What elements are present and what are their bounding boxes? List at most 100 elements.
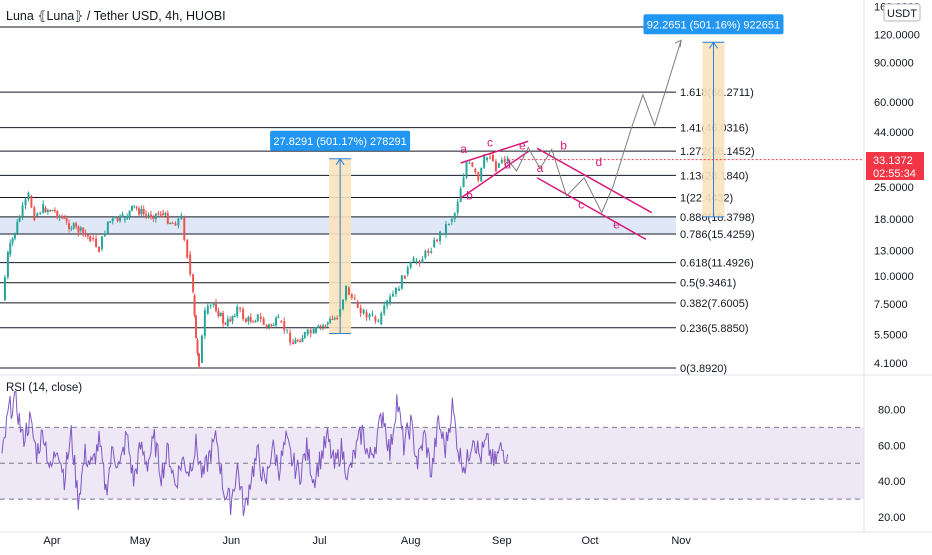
candle-body bbox=[215, 302, 218, 311]
current-price-badge bbox=[866, 152, 924, 180]
candle-body bbox=[206, 305, 209, 314]
time-tick-label: Nov bbox=[671, 535, 691, 547]
candle-body bbox=[159, 214, 162, 216]
candle-body bbox=[53, 210, 56, 212]
rsi-tick-label: 60.00 bbox=[878, 440, 906, 452]
candle-body bbox=[303, 332, 306, 338]
bar-countdown: 02:55:34 bbox=[873, 168, 916, 180]
candle-body bbox=[193, 295, 196, 316]
candle-body bbox=[189, 254, 192, 275]
candle-body bbox=[456, 202, 459, 213]
candle-body bbox=[275, 317, 278, 326]
candle-body bbox=[72, 223, 75, 229]
candle-body bbox=[233, 315, 236, 317]
candle-body bbox=[77, 226, 80, 233]
time-tick-label: Sep bbox=[492, 535, 512, 547]
current-price-value: 33.1372 bbox=[873, 155, 913, 167]
candle-body bbox=[442, 234, 444, 236]
fib-level-label: 0.5(9.3461) bbox=[680, 278, 736, 290]
candle-body bbox=[418, 260, 421, 264]
wave-label: e bbox=[613, 218, 620, 232]
candle-body bbox=[192, 274, 195, 292]
candle-body bbox=[368, 314, 371, 318]
projection-arrow-head bbox=[674, 39, 682, 48]
candle-body bbox=[18, 216, 21, 222]
candle-body bbox=[200, 335, 203, 363]
candle-body bbox=[224, 323, 227, 325]
candle-body bbox=[135, 207, 138, 209]
candle-body bbox=[58, 216, 61, 218]
candle-body bbox=[331, 319, 334, 321]
candle-body bbox=[121, 214, 124, 216]
candle-body bbox=[497, 163, 500, 168]
candle-body bbox=[128, 210, 131, 217]
candle-body bbox=[11, 238, 14, 244]
candle-body bbox=[322, 325, 325, 327]
candle-body bbox=[471, 162, 474, 167]
currency-label[interactable]: USDT bbox=[887, 8, 917, 20]
candle-body bbox=[415, 260, 418, 262]
candle-body bbox=[256, 314, 259, 322]
candle-body bbox=[272, 325, 275, 327]
candle-body bbox=[217, 310, 220, 317]
rsi-tick-label: 80.00 bbox=[878, 405, 906, 417]
candle-body bbox=[383, 305, 386, 314]
candle-body bbox=[386, 300, 389, 306]
fib-level-label: 0.236(5.8850) bbox=[680, 323, 749, 335]
candle-body bbox=[500, 160, 503, 164]
candle-body bbox=[309, 329, 312, 334]
candle-body bbox=[344, 285, 347, 300]
candle-body bbox=[164, 213, 167, 215]
rsi-line bbox=[1, 391, 509, 517]
candle-body bbox=[394, 287, 397, 294]
candle-body bbox=[286, 329, 289, 331]
candle-body bbox=[16, 221, 19, 233]
wave-label: b bbox=[466, 188, 473, 202]
rsi-pane bbox=[0, 391, 864, 517]
candle-body bbox=[60, 216, 63, 219]
rsi-axis[interactable]: 20.00 40.00 60.00 80.00 bbox=[878, 405, 906, 525]
fib-level-label: 0.382(7.6005) bbox=[680, 298, 749, 310]
triangle-upper-line bbox=[460, 140, 529, 164]
rsi-tick-label: 40.00 bbox=[878, 476, 906, 488]
candle-body bbox=[84, 232, 87, 235]
candle-body bbox=[130, 205, 133, 211]
candle-body bbox=[409, 262, 412, 268]
candle-body bbox=[450, 219, 453, 222]
candle-body bbox=[439, 231, 442, 242]
candle-body bbox=[397, 288, 400, 291]
candle-body bbox=[68, 223, 71, 230]
price-tick-label: 7.5000 bbox=[874, 299, 908, 311]
candle-body bbox=[342, 299, 345, 309]
candle-body bbox=[49, 210, 52, 212]
candle-body bbox=[63, 218, 66, 220]
candle-body bbox=[247, 316, 250, 322]
candle-body bbox=[324, 325, 327, 327]
measure-label: 27.8291 (501.17%) 278291 bbox=[273, 136, 406, 148]
candle-body bbox=[421, 259, 424, 264]
candle-body bbox=[70, 228, 73, 230]
candle-body bbox=[317, 325, 320, 328]
rsi-tick-label: 20.00 bbox=[878, 512, 906, 524]
candle-body bbox=[46, 210, 49, 212]
time-tick-label: Apr bbox=[43, 535, 60, 547]
candle-body bbox=[312, 328, 315, 334]
wave-label: a bbox=[537, 161, 544, 175]
candle-body bbox=[444, 224, 447, 235]
candle-body bbox=[106, 221, 109, 234]
candle-body bbox=[436, 239, 439, 242]
candle-body bbox=[265, 324, 268, 328]
price-tick-label: 10.0000 bbox=[874, 271, 914, 283]
currency-button[interactable] bbox=[883, 3, 921, 22]
wave-label: d bbox=[504, 157, 511, 171]
candle-body bbox=[245, 318, 248, 323]
candle-body bbox=[123, 218, 126, 220]
candle-body bbox=[262, 318, 265, 325]
price-tick-label: 13.0000 bbox=[874, 246, 914, 258]
candle-body bbox=[294, 340, 297, 344]
time-axis[interactable]: Apr May Jun Jul Aug Sep Oct Nov bbox=[43, 535, 691, 547]
fib-level-label: 0.618(11.4926) bbox=[680, 258, 754, 270]
candle-body bbox=[27, 193, 30, 200]
